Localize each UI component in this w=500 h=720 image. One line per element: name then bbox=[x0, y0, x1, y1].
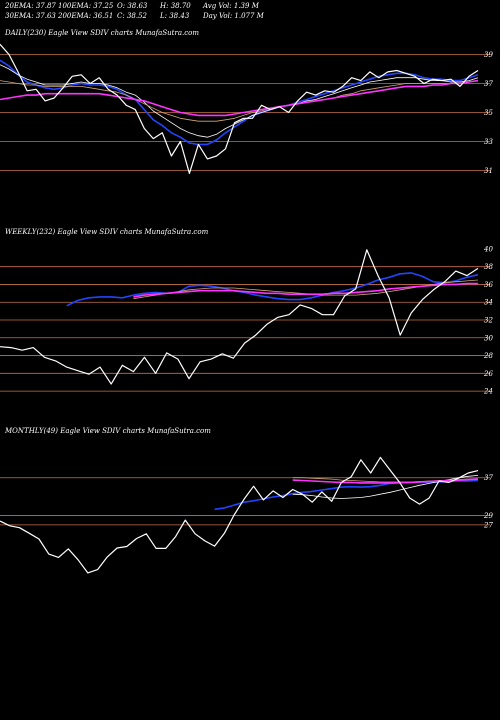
day-vol-readout: Day Vol: 1.077 M bbox=[203, 12, 264, 20]
monthly-tick-label: 29 bbox=[483, 512, 493, 520]
ema30-readout: 30EMA: 37.63 bbox=[5, 12, 56, 20]
daily-tick-label: 37 bbox=[484, 80, 493, 88]
daily-tick-label: 35 bbox=[484, 109, 493, 117]
weekly-tick-label: 40 bbox=[483, 245, 493, 253]
weekly-panel-title: WEEKLY(232) Eagle View SDIV charts Munaf… bbox=[5, 228, 209, 236]
weekly-tick-label: 30 bbox=[484, 334, 493, 342]
low-readout: L: 38.43 bbox=[160, 12, 190, 20]
open-readout: O: 38.63 bbox=[117, 2, 148, 10]
daily-series-line-3 bbox=[0, 80, 479, 122]
weekly-tick-label: 38 bbox=[484, 263, 493, 271]
monthly-series-line-4 bbox=[292, 478, 479, 484]
monthly-series-line-1 bbox=[214, 479, 479, 511]
ema100-readout: 100EMA: 37.25 bbox=[58, 2, 114, 10]
monthly-series-line-0 bbox=[0, 456, 479, 574]
weekly-series-line-1 bbox=[66, 272, 479, 307]
weekly-tick-label: 26 bbox=[483, 370, 493, 378]
monthly-tick-label: 27 bbox=[483, 521, 493, 529]
avg-vol-readout: Avg Vol: 1.39 M bbox=[203, 2, 259, 10]
daily-tick-label: 33 bbox=[484, 138, 493, 146]
weekly-tick-label: 32 bbox=[484, 317, 493, 325]
ema200-readout: 200EMA: 36.51 bbox=[58, 12, 114, 20]
weekly-series-line-3 bbox=[133, 282, 478, 298]
daily-series-line-0 bbox=[0, 43, 479, 174]
ema20-readout: 20EMA: 37.87 bbox=[5, 2, 56, 10]
weekly-tick-label: 24 bbox=[483, 388, 493, 396]
weekly-tick-label: 34 bbox=[484, 299, 493, 307]
weekly-tick-label: 28 bbox=[483, 352, 493, 360]
monthly-tick-label: 37 bbox=[484, 474, 493, 482]
daily-series-line-1 bbox=[0, 59, 479, 146]
weekly-series-line-0 bbox=[0, 249, 479, 385]
monthly-panel-title: MONTHLY(49) Eagle View SDIV charts Munaf… bbox=[5, 427, 211, 435]
weekly-tick-label: 36 bbox=[484, 281, 493, 289]
close-readout: C: 38.52 bbox=[117, 12, 147, 20]
daily-tick-label: 31 bbox=[484, 167, 493, 175]
high-readout: H: 38.70 bbox=[160, 2, 191, 10]
daily-tick-label: 39 bbox=[484, 51, 493, 59]
daily-panel-title: DAILY(230) Eagle View SDIV charts Munafa… bbox=[5, 29, 199, 37]
daily-series-line-2 bbox=[0, 64, 479, 138]
daily-series-line-4 bbox=[0, 79, 479, 117]
